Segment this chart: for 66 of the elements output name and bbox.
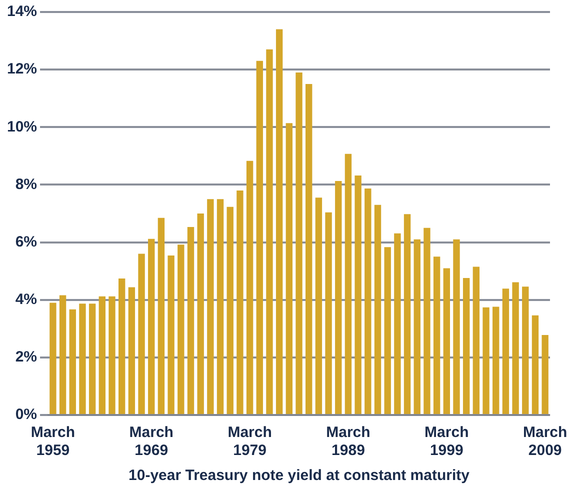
bar <box>306 84 312 414</box>
bar <box>79 304 86 414</box>
y-tick-label: 4% <box>15 291 38 308</box>
bar <box>453 239 460 414</box>
bar <box>50 302 56 414</box>
bar <box>197 214 204 414</box>
bar <box>433 256 440 414</box>
bar <box>276 29 283 414</box>
bar <box>472 266 480 414</box>
y-tick-label: 0% <box>15 406 38 424</box>
bar <box>522 286 529 414</box>
bar <box>59 295 66 414</box>
bar <box>226 206 234 414</box>
bar <box>246 160 254 414</box>
x-tick-label: March 1999 <box>424 424 469 460</box>
bar <box>443 268 450 414</box>
bar <box>532 315 539 414</box>
y-tick-label: 10% <box>6 118 38 136</box>
bar <box>286 123 293 414</box>
y-tick-label: 2% <box>15 348 38 366</box>
bar <box>364 188 372 414</box>
y-tick-label: 6% <box>15 233 38 250</box>
bar <box>482 307 490 414</box>
y-tick-label: 14% <box>6 3 38 20</box>
bar <box>325 212 332 414</box>
bar <box>266 49 273 414</box>
x-tick-label: March 1959 <box>30 424 76 460</box>
bar <box>108 296 116 414</box>
bar <box>158 218 165 414</box>
bar <box>98 296 106 414</box>
bar <box>69 309 76 414</box>
bar <box>384 247 391 414</box>
bar <box>256 60 263 414</box>
bar <box>344 154 352 414</box>
bar <box>216 199 224 414</box>
bar <box>354 176 362 414</box>
bar <box>128 287 136 414</box>
bar <box>138 254 145 414</box>
bar <box>424 228 430 414</box>
bar <box>148 238 155 414</box>
bar <box>187 227 194 414</box>
x-tick-label: March 2009 <box>522 424 568 460</box>
bar <box>512 282 519 414</box>
bar <box>168 256 174 414</box>
bar <box>502 288 510 414</box>
bar <box>394 233 401 414</box>
bar <box>178 244 184 414</box>
bar <box>315 198 322 414</box>
bar <box>207 199 214 414</box>
bar <box>414 239 420 414</box>
bar <box>236 190 244 414</box>
bar <box>296 72 302 414</box>
bar <box>118 278 126 414</box>
x-tick-label: March 1989 <box>326 424 370 460</box>
x-tick-label: March 1979 <box>228 424 272 460</box>
y-tick-label: 12% <box>6 60 38 78</box>
y-tick-label: 8% <box>15 176 38 193</box>
x-tick-label: March 1969 <box>129 424 174 460</box>
bar <box>404 214 411 414</box>
bar <box>374 204 382 414</box>
bar <box>88 304 96 414</box>
bar <box>492 306 500 414</box>
bar <box>335 180 342 414</box>
bar <box>462 278 470 414</box>
x-axis-title: 10-year Treasury note yield at constant maturity <box>128 467 470 484</box>
bar <box>542 334 548 414</box>
